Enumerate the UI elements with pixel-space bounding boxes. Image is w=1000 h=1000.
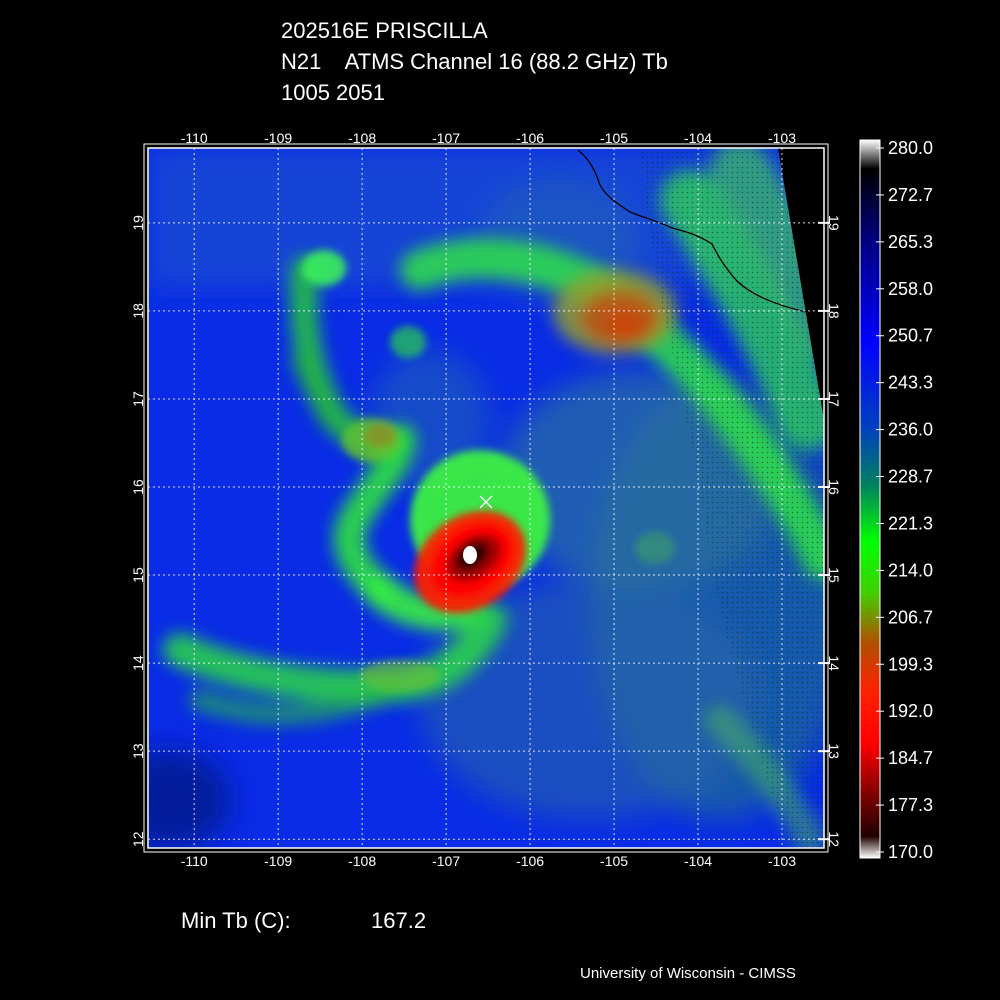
lat-tick-label-left: 19 [130,215,146,231]
lon-tick-label-bottom: -104 [684,853,712,869]
lon-tick-label-top: -110 [181,130,208,146]
colorbar-tick-label: 250.7 [888,326,933,346]
lon-tick-label-bottom: -109 [264,853,292,869]
colorbar-tick-label: 214.0 [888,560,933,580]
plot-outer-frame [143,143,829,853]
lon-tick-label-bottom: -107 [432,853,460,869]
lat-tick-label-left: 17 [130,391,146,407]
lat-tick-label-left: 15 [130,567,146,583]
colorbar-tick-label: 184.7 [888,748,933,768]
lon-tick-label-bottom: -105 [600,853,628,869]
lat-tick-label-right: 12 [826,831,842,847]
lon-tick-label-bottom: -108 [348,853,376,869]
lon-tick-label-bottom: -103 [768,853,796,869]
lat-tick-label-left: 16 [130,479,146,495]
colorbar-tick-label: 265.3 [888,232,933,252]
min-tb-value: 167.2 [371,908,427,933]
colorbar-tick-label: 192.0 [888,701,933,721]
lon-tick-label-bottom: -110 [181,853,208,869]
coastline [577,149,824,323]
colorbar-ticks: 280.0 272.7 265.3 258.0 250.7 243.3 236.0 228.7… [876,138,933,862]
lat-tick-label-right: 15 [826,567,842,583]
lat-tick-label-left: 13 [130,743,146,759]
lat-tick-label-right: 19 [826,215,842,231]
axis-labels: -110 -110 -109 -109 -108 -108 -107 -107 -106 -106… [130,130,842,869]
lon-tick-label-top: -103 [768,130,796,146]
lat-tick-label-left: 18 [130,303,146,319]
colorbar-tick-label: 199.3 [888,654,933,674]
lat-tick-label-right: 18 [826,303,842,319]
colorbar-tick-label: 243.3 [888,373,933,393]
colorbar-tick-label: 221.3 [888,513,933,533]
colorbar-tick-label: 228.7 [888,467,933,487]
colorbar-tick-label: 280.0 [888,138,933,158]
title-storm-name: 202516E PRISCILLA [281,18,488,43]
title-datetime: 1005 2051 [281,80,385,105]
lat-tick-label-left: 14 [130,655,146,671]
tb-imagery [148,148,824,848]
lat-tick-label-right: 17 [826,391,842,407]
lat-tick-label-right: 13 [826,743,842,759]
colorbar-tick-label: 206.7 [888,607,933,627]
colorbar-tick-label: 177.3 [888,795,933,815]
title-sensor: N21 ATMS Channel 16 (88.2 GHz) Tb [281,49,668,74]
lon-tick-label-top: -105 [600,130,628,146]
lat-tick-label-right: 16 [826,479,842,495]
min-tb-label: Min Tb (C): [181,908,291,933]
colorbar-tick-label: 258.0 [888,279,933,299]
lat-tick-label-left: 12 [130,831,146,847]
colorbar-tick-label: 272.7 [888,185,933,205]
storm-center-x-icon [479,495,493,509]
lon-tick-label-top: -104 [684,130,712,146]
colorbar-tick-label: 236.0 [888,420,933,440]
lon-tick-label-top: -107 [432,130,460,146]
lon-tick-label-top: -108 [348,130,376,146]
colorbar-tick-label: 170.0 [888,842,933,862]
graticule [148,148,824,848]
credit-text: University of Wisconsin - CIMSS [580,965,796,982]
lat-tick-label-right: 14 [826,655,842,671]
colorbar [859,139,881,859]
lon-tick-label-bottom: -106 [516,853,544,869]
lon-tick-label-top: -106 [516,130,544,146]
lon-tick-label-top: -109 [264,130,292,146]
plot-frame [147,147,825,849]
coldest-core-marker [463,546,477,564]
